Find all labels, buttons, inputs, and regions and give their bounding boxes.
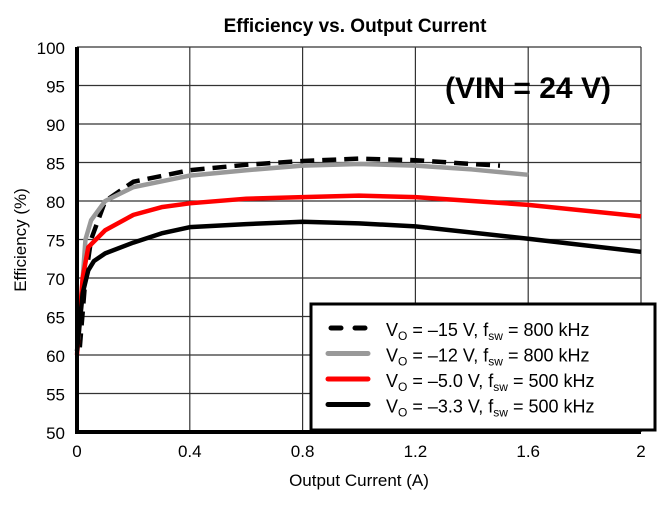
x-tick-label: 1.6	[516, 442, 540, 461]
y-tick-label: 60	[46, 347, 65, 366]
x-tick-label: 1.2	[404, 442, 428, 461]
x-tick-label: 2	[636, 442, 645, 461]
x-tick-label: 0	[72, 442, 81, 461]
legend-label: VO = –3.3 V, fsw = 500 kHz	[386, 397, 594, 420]
x-axis-label: Output Current (A)	[289, 471, 429, 490]
y-tick-label: 100	[37, 39, 65, 58]
y-tick-label: 75	[46, 232, 65, 251]
series-line	[74, 193, 642, 356]
legend-label: VO = –15 V, fsw = 800 kHz	[386, 320, 589, 343]
series-group	[74, 156, 642, 356]
x-tick-label: 0.4	[178, 442, 202, 461]
legend-label: VO = –12 V, fsw = 800 kHz	[386, 346, 589, 369]
series-line	[76, 161, 529, 340]
y-tick-label: 90	[46, 116, 65, 135]
y-tick-label: 55	[46, 386, 65, 405]
y-tick-label: 50	[46, 424, 65, 443]
series-line	[74, 219, 642, 352]
y-tick-label: 80	[46, 193, 65, 212]
chart-title: Efficiency vs. Output Current	[224, 16, 488, 37]
vin-annotation: (VIN = 24 V)	[445, 72, 611, 105]
y-tick-label: 95	[46, 78, 65, 97]
legend-label: VO = –5.0 V, fsw = 500 kHz	[386, 371, 594, 394]
y-tick-label: 70	[46, 270, 65, 289]
legend: VO = –15 V, fsw = 800 kHz VO = –12 V, fsw…	[309, 302, 657, 432]
y-tick-label: 65	[46, 309, 65, 328]
legend-box	[309, 302, 657, 432]
y-axis-label: Efficiency (%)	[11, 188, 30, 292]
y-tick-label: 85	[46, 155, 65, 174]
axes: 50 55 60 65 70 75 80 85 90 95 100 0 0.4 0.8 1.2 1.6 2	[37, 39, 646, 461]
x-tick-label: 0.8	[291, 442, 315, 461]
